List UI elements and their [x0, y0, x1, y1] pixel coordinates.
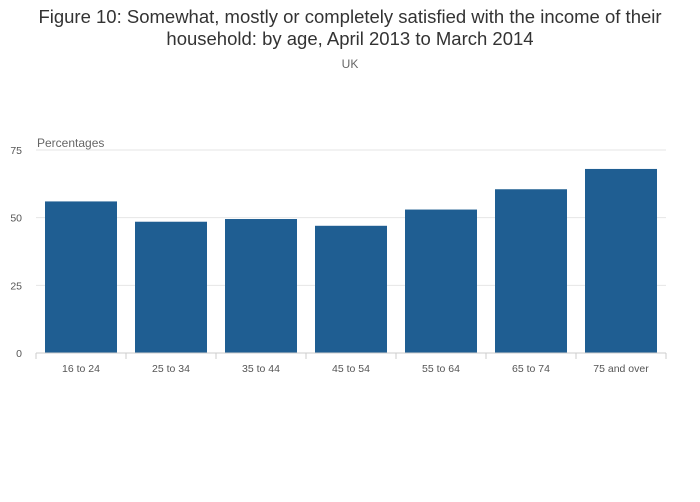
chart-subtitle: UK	[341, 57, 359, 71]
y-tick-label: 50	[10, 213, 22, 225]
y-axis-label: Percentages	[37, 136, 104, 150]
y-tick-label: 75	[10, 145, 22, 157]
x-tick-label: 55 to 64	[422, 363, 460, 375]
x-tick-label: 65 to 74	[512, 363, 550, 375]
bar-35-to-44	[225, 219, 297, 353]
bar-75-and-over	[585, 168, 657, 353]
x-tick-label: 75 and over	[593, 363, 649, 375]
bars	[45, 168, 657, 353]
x-tick-label: 16 to 24	[62, 363, 100, 375]
x-tick-label: 25 to 34	[152, 363, 190, 375]
bar-16-to-24	[45, 201, 117, 353]
x-tick-label: 35 to 44	[242, 363, 280, 375]
bar-45-to-54	[315, 225, 387, 353]
axes: 0 25 50 75 16 to 24 25 to 34 35 to 44 45 to 54 5…	[10, 145, 667, 375]
y-tick-label: 25	[10, 280, 22, 292]
bar-25-to-34	[135, 221, 207, 353]
chart-title: Figure 10: Somewhat, mostly or completel…	[38, 6, 662, 49]
bar-55-to-64	[405, 209, 477, 353]
y-tick-label: 0	[16, 348, 22, 360]
bar-65-to-74	[495, 189, 567, 353]
x-tick-label: 45 to 54	[332, 363, 370, 375]
